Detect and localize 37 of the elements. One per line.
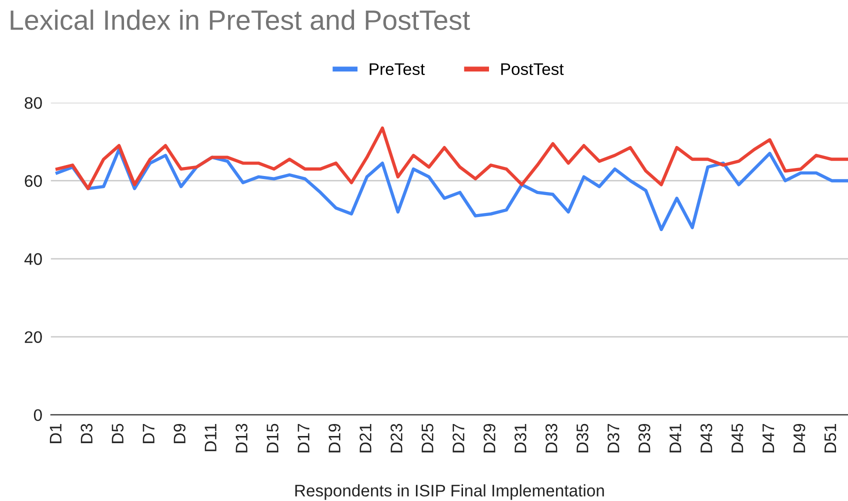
x-tick-label: D5	[112, 424, 124, 444]
legend-label: PreTest	[370, 63, 425, 76]
y-tick-label: 20	[24, 331, 42, 343]
x-tick-label: D11	[204, 424, 216, 452]
x-tick-label: D15	[266, 424, 278, 452]
x-tick-label: D31	[514, 424, 526, 452]
x-tick-label: D49	[793, 424, 806, 452]
x-tick-label: D23	[390, 424, 402, 452]
x-tick-label: D7	[142, 424, 154, 444]
x-tick-label: D1	[50, 424, 62, 444]
y-tick-label: 0	[34, 409, 42, 422]
line-series	[55, 126, 848, 190]
x-tick-label: D21	[360, 424, 372, 452]
x-tick-label: D19	[328, 424, 340, 452]
legend-label: PostTest	[501, 63, 564, 76]
x-tick-label: D33	[546, 424, 558, 452]
x-tick-label: D17	[298, 424, 310, 452]
x-tick-label: D39	[638, 424, 650, 452]
x-tick-label: D13	[236, 424, 248, 452]
x-tick-label: D43	[700, 424, 712, 452]
x-axis-title: Respondents in ISIP Final Implementation	[295, 484, 604, 500]
chart-title: Lexical Index in PreTest and PostTest	[10, 10, 470, 30]
x-tick-label: D51	[824, 424, 836, 452]
x-tick-label: D25	[422, 424, 434, 452]
x-tick-label: D37	[608, 424, 620, 452]
x-tick-label: D45	[732, 424, 744, 452]
y-tick-label: 60	[24, 175, 42, 187]
x-tick-label: D27	[452, 424, 464, 452]
x-tick-label: D9	[174, 424, 186, 444]
y-tick-label: 40	[24, 253, 42, 265]
y-tick-label: 80	[24, 97, 42, 109]
x-tick-label: D41	[670, 424, 682, 452]
line-series	[55, 148, 848, 232]
x-tick-label: D47	[762, 424, 774, 452]
x-tick-label: D29	[484, 424, 496, 452]
x-tick-label: D35	[576, 424, 588, 452]
x-tick-label: D3	[80, 424, 93, 444]
